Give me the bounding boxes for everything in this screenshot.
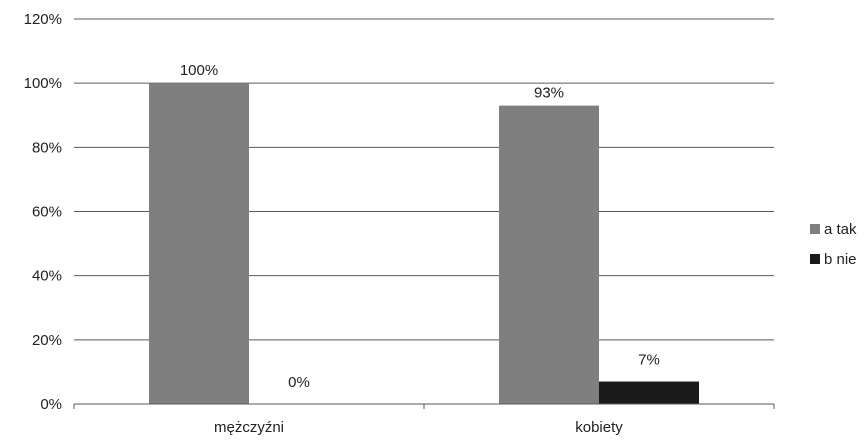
bars <box>149 83 699 405</box>
x-axis: mężczyźni kobiety <box>73 403 775 436</box>
bar <box>499 105 599 404</box>
legend: a tak b nie <box>810 221 857 268</box>
legend-label: a tak <box>824 221 857 238</box>
y-tick-label: 120% <box>24 11 62 28</box>
x-category-label: kobiety <box>575 419 623 436</box>
bar <box>599 381 699 404</box>
data-labels: 100% 0% 93% 7% <box>180 62 660 391</box>
y-tick-label: 0% <box>40 396 62 413</box>
y-tick-label: 60% <box>32 204 62 221</box>
y-axis-tick-labels: 0% 20% 40% 60% 80% 100% 120% <box>24 11 62 413</box>
x-category-label: mężczyźni <box>214 419 284 436</box>
data-label: 0% <box>288 374 310 391</box>
bar <box>149 83 249 405</box>
legend-swatch <box>810 254 820 264</box>
y-tick-label: 80% <box>32 139 62 156</box>
data-label: 93% <box>534 85 564 102</box>
data-label: 7% <box>638 352 660 369</box>
y-tick-label: 20% <box>32 332 62 349</box>
legend-swatch <box>810 224 820 234</box>
y-tick-label: 100% <box>24 75 62 92</box>
data-label: 100% <box>180 62 218 79</box>
y-tick-label: 40% <box>32 268 62 285</box>
legend-label: b nie <box>824 251 857 268</box>
